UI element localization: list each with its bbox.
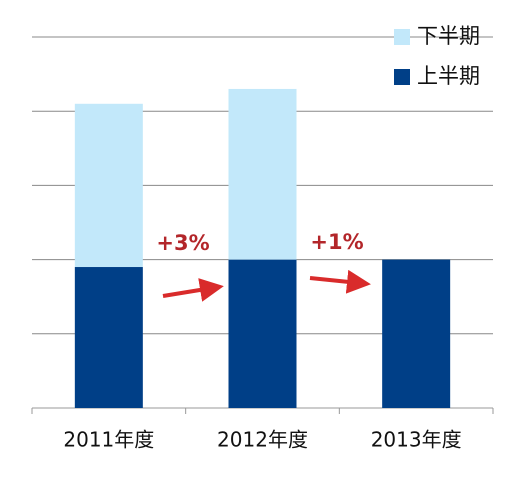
arrows xyxy=(162,269,371,302)
x-tick-label: 2013年度 xyxy=(371,428,462,452)
legend-swatch xyxy=(394,69,410,85)
bar-segment xyxy=(228,88,297,260)
bar-segment xyxy=(382,259,451,408)
bar-segment xyxy=(74,267,143,408)
x-tick-label: 2011年度 xyxy=(63,428,154,452)
annotation: +3% xyxy=(156,231,209,255)
legend-swatch xyxy=(394,29,410,45)
arrow xyxy=(162,278,224,302)
legend-label: 上半期 xyxy=(417,64,480,88)
arrow xyxy=(309,269,371,294)
x-tick-label: 2012年度 xyxy=(217,428,308,452)
bar-segment xyxy=(74,103,143,268)
legend-label: 下半期 xyxy=(417,24,480,48)
annotation: +1% xyxy=(310,230,363,254)
bar-segment xyxy=(228,259,297,408)
